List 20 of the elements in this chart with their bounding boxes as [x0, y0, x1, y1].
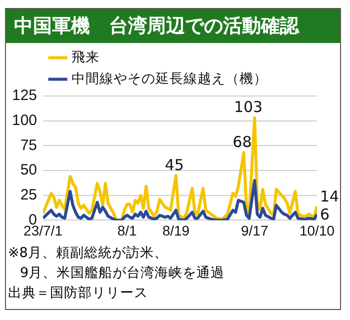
x-tick-label: 8/19	[162, 222, 190, 238]
x-tick-label: 8/1	[117, 222, 138, 238]
y-tick-label: 25	[20, 186, 38, 204]
y-tick-label: 100	[12, 112, 38, 129]
annotation: 6	[320, 206, 330, 224]
y-tick-label: 125	[12, 87, 38, 104]
annotation: 45	[164, 156, 184, 174]
annotation: 14	[320, 188, 340, 206]
legend-label: 中間線やその延長線越え（機）	[71, 70, 268, 87]
x-tick-label: 10/10	[299, 222, 335, 238]
text: 9月、米国艦船が台湾海峡を通過	[19, 264, 226, 283]
legend-label: 飛来	[71, 49, 100, 66]
y-tick-label: 50	[20, 162, 38, 179]
text: ※8月、頼副総統が訪米、	[8, 244, 169, 263]
chart-title: 中国軍機 台湾周辺での活動確認	[6, 9, 340, 43]
x-tick-label: 9/17	[240, 222, 268, 238]
source-note: 出典＝国防部リリース	[8, 284, 149, 303]
y-tick-label: 75	[20, 136, 38, 154]
annotation: 68	[232, 133, 252, 152]
annotation: 103	[234, 98, 263, 116]
